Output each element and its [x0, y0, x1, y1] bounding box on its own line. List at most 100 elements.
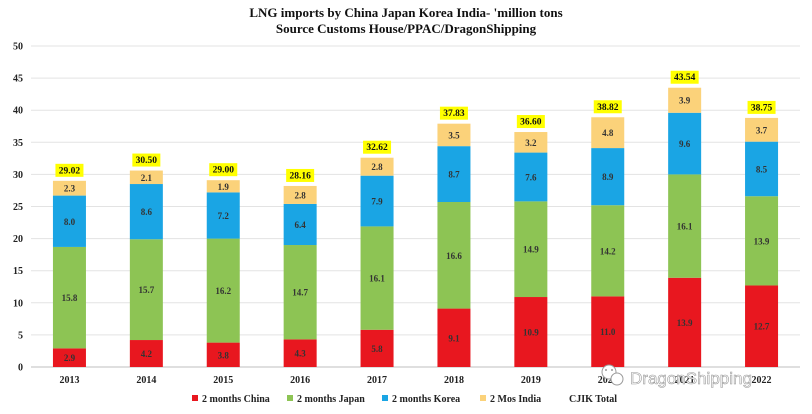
total-label: 43.54 [674, 73, 696, 83]
bar-segment [668, 87, 702, 113]
watermark-text: DragonShipping [630, 369, 752, 388]
y-tick-label: 0 [18, 363, 23, 374]
bar-segment [52, 348, 86, 367]
bar-segment [206, 180, 240, 193]
data-label: 14.7 [292, 288, 308, 298]
bar-segment [283, 203, 317, 246]
total-label: 29.00 [213, 166, 235, 176]
x-tick-label: 2013 [59, 375, 79, 386]
chart-subtitle: Source Customs House/PPAC/DragonShipping [276, 21, 537, 36]
legend-swatch [287, 395, 293, 401]
y-tick-label: 40 [13, 106, 23, 117]
bar-segment [514, 132, 548, 153]
data-label: 8.6 [141, 207, 153, 217]
bar-segment [514, 297, 548, 367]
data-label: 4.2 [141, 349, 153, 359]
chart-title: LNG imports by China Japan Korea India- … [249, 5, 562, 20]
total-label: 37.83 [443, 109, 465, 119]
data-label: 4.3 [295, 349, 307, 359]
bar-segment [745, 117, 779, 142]
total-label-background [286, 168, 315, 182]
data-label: 14.2 [600, 246, 616, 256]
total-label-background [747, 100, 776, 114]
total-label-background [363, 140, 392, 154]
x-tick-label: 2022 [752, 375, 772, 386]
y-tick-label: 5 [18, 330, 23, 341]
total-label-background [132, 153, 161, 167]
bar-stack: 10.9 14.9 7.6 3.2 36.60 [514, 115, 548, 367]
x-axis: 2013 2014 2015 2016 2017 2018 2019 2020 2021 2022 [59, 375, 771, 386]
y-tick-label: 35 [13, 138, 23, 149]
bar-stack: 4.3 14.7 6.4 2.8 28.16 [283, 168, 317, 367]
wechat-icon [601, 364, 624, 386]
bar-segment [668, 112, 702, 175]
data-label: 2.9 [64, 353, 76, 363]
bar-segment [360, 157, 394, 176]
bar-stack: 2.9 15.8 8.0 2.3 29.02 [52, 163, 86, 367]
data-label: 5.8 [371, 344, 383, 354]
x-tick-label: 2017 [367, 375, 387, 386]
total-label: 28.16 [289, 171, 311, 181]
bar-segment [283, 185, 317, 204]
data-label: 16.1 [677, 222, 693, 232]
data-label: 14.9 [523, 245, 539, 255]
bar-stack: 9.1 16.6 8.7 3.5 37.83 [437, 106, 471, 367]
legend-swatch [382, 395, 388, 401]
legend-label: 2 months China [202, 394, 270, 405]
bar-segment [437, 308, 471, 367]
bar-segment [514, 152, 548, 202]
data-label: 15.8 [62, 293, 78, 303]
bar-segment [745, 141, 779, 197]
data-label: 3.7 [756, 125, 768, 135]
bar-stack: 3.8 16.2 7.2 1.9 29.00 [206, 163, 240, 367]
bar-segment [206, 342, 240, 367]
x-tick-label: 2018 [444, 375, 464, 386]
y-tick-label: 10 [13, 298, 23, 309]
bar-stack: 5.8 16.1 7.9 2.8 32.62 [360, 140, 394, 367]
bar-stack: 12.7 13.9 8.5 3.7 38.75 [745, 100, 779, 367]
bar-segment [360, 175, 394, 227]
data-label: 9.1 [448, 333, 460, 343]
total-label: 38.82 [597, 103, 619, 113]
legend-swatch [192, 395, 198, 401]
legend-label: 2 Mos India [490, 394, 541, 405]
total-label-background [593, 100, 622, 114]
data-label: 15.7 [138, 285, 154, 295]
bar-segment [591, 205, 625, 297]
legend-label: 2 months Korea [392, 394, 460, 405]
total-label: 29.02 [59, 166, 81, 176]
data-label: 7.9 [371, 197, 383, 207]
data-label: 3.5 [448, 130, 460, 140]
bar-segment [129, 239, 163, 341]
bar-segment [283, 339, 317, 367]
x-tick-label: 2021 [675, 375, 695, 386]
bar-segment [437, 123, 471, 147]
bar-segment [206, 238, 240, 343]
bar-segment [437, 202, 471, 309]
data-label: 11.0 [600, 327, 616, 337]
data-label: 1.9 [218, 182, 230, 192]
total-label: 36.60 [520, 118, 542, 128]
data-label: 7.2 [218, 211, 230, 221]
watermark: DragonShipping [601, 364, 752, 388]
x-tick-label: 2016 [290, 375, 310, 386]
bar-segment [591, 296, 625, 367]
legend-label: CJIK Total [569, 394, 617, 405]
data-label: 16.6 [446, 251, 462, 261]
data-label: 4.8 [602, 128, 614, 138]
x-tick-label: 2020 [598, 375, 618, 386]
data-label: 9.6 [679, 139, 691, 149]
data-label: 3.2 [525, 138, 537, 148]
total-label-background [439, 106, 468, 120]
y-tick-label: 45 [13, 74, 23, 85]
bar-segment [437, 146, 471, 203]
bar-segment [745, 285, 779, 367]
x-tick-label: 2014 [136, 375, 156, 386]
bar-segment [52, 180, 86, 196]
data-label: 3.8 [218, 350, 230, 360]
bar-segment [668, 174, 702, 278]
data-label: 8.7 [448, 170, 460, 180]
legend: 2 months China 2 months Japan 2 months Kor… [192, 394, 617, 405]
bar-segment [514, 201, 548, 298]
